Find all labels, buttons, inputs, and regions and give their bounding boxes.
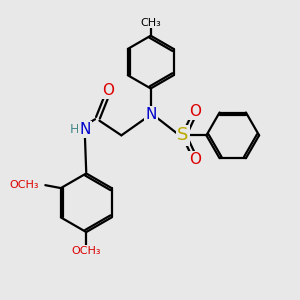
Text: N: N xyxy=(145,107,156,122)
Text: OCH₃: OCH₃ xyxy=(71,246,101,256)
Text: S: S xyxy=(177,126,189,144)
Text: O: O xyxy=(102,83,114,98)
Text: N: N xyxy=(79,122,91,137)
Text: O: O xyxy=(190,103,202,118)
Text: CH₃: CH₃ xyxy=(140,17,161,28)
Text: OCH₃: OCH₃ xyxy=(9,180,39,190)
Text: O: O xyxy=(190,152,202,167)
Text: H: H xyxy=(70,123,79,136)
